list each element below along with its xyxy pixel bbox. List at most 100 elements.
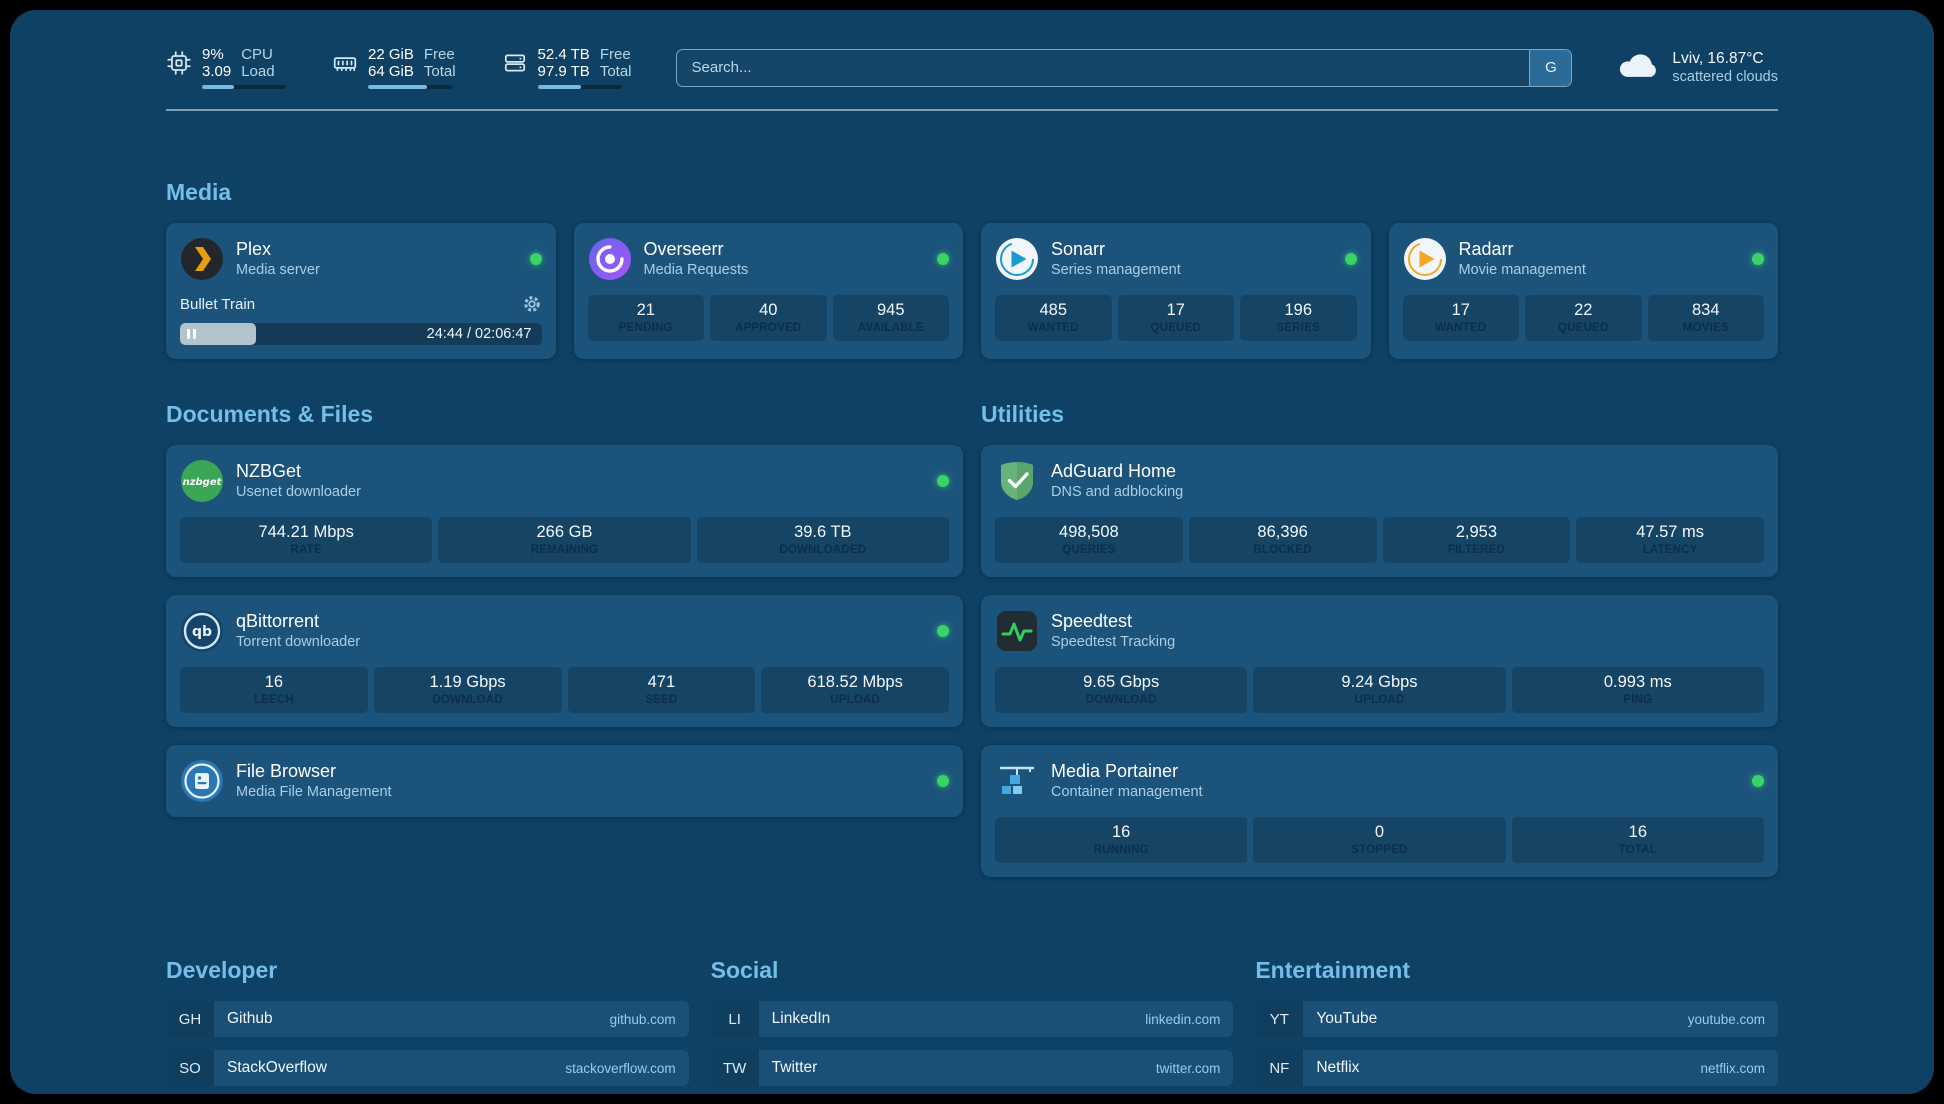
bookmark-name: LinkedIn xyxy=(771,1010,831,1027)
filebrowser-card-link[interactable]: File Browser Media File Management xyxy=(180,759,949,803)
bookmark-stackoverflow[interactable]: SO StackOverflow stackoverflow.com xyxy=(166,1050,689,1086)
disk-usage-bar xyxy=(537,85,622,89)
developer-heading: Developer xyxy=(166,957,278,983)
utilities-heading: Utilities xyxy=(981,401,1065,427)
svg-text:qb: qb xyxy=(192,624,212,640)
bookmark-netflix[interactable]: NF Netflix netflix.com xyxy=(1255,1050,1779,1086)
bookmark-linkedin[interactable]: LI LinkedIn linkedin.com xyxy=(710,1001,1234,1037)
bookmark-name: YouTube xyxy=(1316,1010,1378,1027)
header-divider xyxy=(166,109,1778,111)
bookmark-url: netflix.com xyxy=(1700,1060,1766,1076)
filebrowser-card: File Browser Media File Management xyxy=(166,745,963,817)
stat-tile: 945 AVAILABLE xyxy=(832,295,949,341)
status-dot xyxy=(937,775,949,787)
service-title: Plex xyxy=(236,239,272,259)
speedtest-card-link[interactable]: Speedtest Speedtest Tracking xyxy=(995,609,1764,653)
plex-card: Plex Media server Bullet Train xyxy=(166,223,556,359)
stat-tile: 196 SERIES xyxy=(1240,295,1357,341)
social-heading: Social xyxy=(710,957,779,983)
stat-tile: 9.24 Gbps UPLOAD xyxy=(1253,667,1506,713)
stat-tile: 39.6 TB DOWNLOADED xyxy=(696,517,949,563)
player-settings-button[interactable] xyxy=(522,294,542,314)
nzbget-icon: nzbget xyxy=(180,459,224,503)
status-dot xyxy=(937,625,949,637)
status-dot xyxy=(529,253,542,265)
service-title: Overseerr xyxy=(643,239,724,259)
portainer-card-link[interactable]: Media Portainer Container management xyxy=(995,759,1764,803)
speedtest-icon xyxy=(995,609,1039,653)
qbittorrent-card-link[interactable]: qb qBittorrent Torrent downloader xyxy=(180,609,949,653)
status-dot xyxy=(1752,253,1764,265)
service-title: qBittorrent xyxy=(236,611,320,631)
radarr-card-link[interactable]: Radarr Movie management xyxy=(1403,237,1764,281)
stat-tile: 471 SEED xyxy=(567,667,756,713)
resource-widgets: 9% 3.09 CPU Load xyxy=(166,46,632,89)
stat-tile: 17 QUEUED xyxy=(1117,295,1234,341)
pause-icon xyxy=(187,329,190,339)
memory-widget: 22 GiB 64 GiB Free Total xyxy=(332,46,456,89)
plex-icon xyxy=(180,237,224,281)
adguard-icon xyxy=(995,459,1039,503)
service-subtitle: Container management xyxy=(1051,784,1203,800)
bookmark-youtube[interactable]: YT YouTube youtube.com xyxy=(1255,1001,1779,1037)
stat-tile: 16 LEECH xyxy=(180,667,368,713)
bookmark-name: Netflix xyxy=(1316,1059,1360,1076)
section-social: Social LI LinkedIn linkedin.com TW Twitte… xyxy=(710,957,1234,1094)
bookmark-abbr: SO xyxy=(166,1050,214,1086)
now-playing-title: Bullet Train xyxy=(180,295,256,313)
service-subtitle: Movie management xyxy=(1458,262,1586,278)
bookmark-url: twitter.com xyxy=(1155,1060,1221,1076)
cpu-usage-bar xyxy=(202,85,286,89)
service-subtitle: Media File Management xyxy=(236,784,392,800)
plex-card-link[interactable]: Plex Media server xyxy=(180,237,542,281)
bookmark-abbr: GH xyxy=(166,1001,214,1037)
bookmark-url: linkedin.com xyxy=(1145,1011,1221,1027)
sonarr-card: Sonarr Series management 485 WANTED 17 QUE… xyxy=(981,223,1371,359)
section-utilities: Utilities AdGuard Home DNS and adblockin… xyxy=(981,401,1778,895)
stat-tile: 86,396 BLOCKED xyxy=(1188,517,1377,563)
stat-tile: 22 QUEUED xyxy=(1525,295,1642,341)
svg-text:nzbget: nzbget xyxy=(183,477,223,488)
memory-icon xyxy=(332,50,358,76)
service-title: Speedtest xyxy=(1051,611,1133,631)
overseerr-card-link[interactable]: Overseerr Media Requests xyxy=(588,237,949,281)
bookmark-name: Twitter xyxy=(771,1059,818,1076)
bookmark-github[interactable]: GH Github github.com xyxy=(166,1001,689,1037)
portainer-icon xyxy=(995,759,1039,803)
overseerr-icon xyxy=(588,237,632,281)
stat-tile: 266 GB REMAINING xyxy=(438,517,691,563)
adguard-card-link[interactable]: AdGuard Home DNS and adblocking xyxy=(995,459,1764,503)
speedtest-card: Speedtest Speedtest Tracking 9.65 Gbps DO… xyxy=(981,595,1778,727)
status-dot xyxy=(937,253,949,265)
bookmark-name: StackOverflow xyxy=(227,1059,327,1076)
stat-tile: 498,508 QUERIES xyxy=(995,517,1183,563)
stat-tile: 17 WANTED xyxy=(1402,295,1519,341)
stat-tile: 834 MOVIES xyxy=(1647,295,1764,341)
sonarr-card-link[interactable]: Sonarr Series management xyxy=(995,237,1357,281)
bookmark-abbr: LI xyxy=(710,1001,759,1037)
service-subtitle: Media Requests xyxy=(643,262,749,278)
bookmark-abbr: NF xyxy=(1255,1050,1304,1086)
search-provider-button[interactable]: G xyxy=(1529,49,1572,86)
gear-icon xyxy=(522,296,542,317)
status-dot xyxy=(1344,253,1357,265)
bookmark-abbr: YT xyxy=(1255,1001,1304,1037)
stat-tile: 0 STOPPED xyxy=(1253,817,1506,863)
service-subtitle: Torrent downloader xyxy=(236,634,361,650)
bookmark-url: stackoverflow.com xyxy=(565,1060,676,1076)
nzbget-card-link[interactable]: nzbget NZBGet Usenet downloader xyxy=(180,459,949,503)
bookmark-abbr: TW xyxy=(710,1050,759,1086)
adguard-card: AdGuard Home DNS and adblocking 498,508 Q… xyxy=(981,445,1778,577)
radarr-card: Radarr Movie management 17 WANTED 22 QUEUE… xyxy=(1388,223,1778,359)
dashboard-screen: 9% 3.09 CPU Load xyxy=(10,10,1934,1094)
bookmark-twitter[interactable]: TW Twitter twitter.com xyxy=(710,1050,1234,1086)
stat-tile: 485 WANTED xyxy=(995,295,1112,341)
documents-heading: Documents & Files xyxy=(166,401,374,427)
memory-usage-bar xyxy=(368,85,452,89)
section-documents: Documents & Files nzbget NZBGet Usenet d… xyxy=(166,401,963,895)
disk-icon xyxy=(502,50,528,76)
entertainment-heading: Entertainment xyxy=(1255,957,1410,983)
bookmarks-row: Developer GH Github github.com SO StackOv… xyxy=(166,957,1779,1094)
radarr-icon xyxy=(1403,237,1447,281)
search-input[interactable] xyxy=(676,49,1530,86)
